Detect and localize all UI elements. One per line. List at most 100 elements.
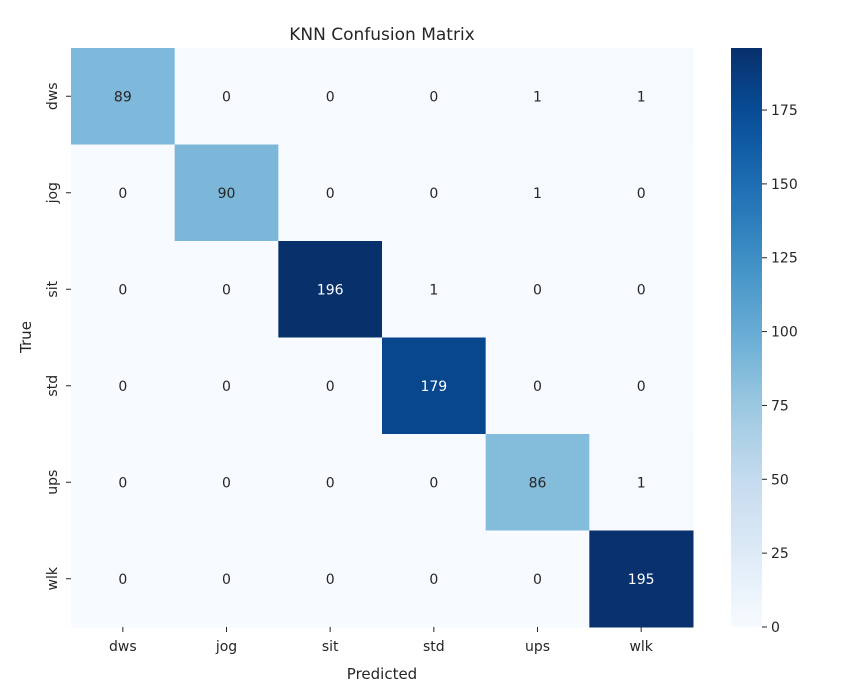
x-tick-label: std xyxy=(423,639,445,655)
heatmap-cell xyxy=(278,241,383,338)
cell-value-label: 0 xyxy=(533,379,542,395)
x-tick-label: ups xyxy=(525,639,550,655)
heatmap-cell xyxy=(382,144,487,242)
chart-title: KNN Confusion Matrix xyxy=(289,25,474,45)
cell-value-label: 0 xyxy=(637,379,646,395)
colorbar xyxy=(731,48,762,627)
heatmap-cell xyxy=(485,48,590,145)
heatmap-cell xyxy=(71,241,176,338)
heatmap-cell xyxy=(589,434,694,531)
heatmap-cell xyxy=(485,241,590,338)
heatmap-cell xyxy=(382,530,487,628)
heatmap-cell xyxy=(589,530,694,628)
cell-value-label: 0 xyxy=(637,186,646,202)
cell-value-label: 0 xyxy=(533,282,542,298)
cell-value-label: 0 xyxy=(118,186,127,202)
cell-value-label: 0 xyxy=(222,282,231,298)
cell-value-label: 0 xyxy=(326,186,335,202)
heatmap-cell xyxy=(174,530,279,628)
cell-value-label: 1 xyxy=(637,89,646,105)
cell-value-label: 196 xyxy=(317,282,344,298)
heatmap-cell xyxy=(278,434,383,531)
y-axis-label: True xyxy=(17,321,35,354)
cell-value-label: 0 xyxy=(429,475,438,491)
cell-value-label: 89 xyxy=(114,89,132,105)
cell-value-label: 0 xyxy=(222,379,231,395)
cell-value-label: 0 xyxy=(326,379,335,395)
heatmap-cell xyxy=(589,144,694,242)
x-axis-label: Predicted xyxy=(347,665,417,683)
colorbar-tick-label: 150 xyxy=(771,177,798,193)
colorbar-tick-label: 175 xyxy=(771,103,798,119)
y-tick-label: wlk xyxy=(45,566,61,590)
x-axis-ticks: dws jog sit std ups wlk xyxy=(109,627,654,655)
cell-value-label: 1 xyxy=(533,186,542,202)
colorbar-tick-label: 25 xyxy=(771,546,789,562)
heatmap-cell xyxy=(278,48,383,145)
colorbar-tick-label: 0 xyxy=(771,620,780,636)
cell-value-label: 86 xyxy=(529,475,547,491)
cell-value-label: 0 xyxy=(222,475,231,491)
cell-value-label: 0 xyxy=(429,186,438,202)
cell-value-label: 195 xyxy=(628,572,655,588)
y-tick-label: dws xyxy=(45,82,61,110)
cell-value-label: 0 xyxy=(118,282,127,298)
heatmap-cell xyxy=(589,48,694,145)
y-tick-label: jog xyxy=(45,182,61,204)
y-tick-label: sit xyxy=(45,280,61,297)
cell-value-label: 179 xyxy=(420,379,447,395)
colorbar-tick-label: 125 xyxy=(771,251,798,267)
heatmap-cell xyxy=(174,144,279,242)
cell-value-label: 0 xyxy=(429,89,438,105)
heatmap-cell xyxy=(485,144,590,242)
heatmap-cell xyxy=(278,530,383,628)
cell-value-label: 0 xyxy=(637,282,646,298)
cell-value-label: 0 xyxy=(429,572,438,588)
x-tick-label: wlk xyxy=(629,639,653,655)
colorbar-ticks: 0 25 50 75 100 125 150 175 xyxy=(762,103,798,636)
heatmap-cell xyxy=(382,48,487,145)
heatmap-cell xyxy=(71,144,176,242)
cell-value-label: 0 xyxy=(118,379,127,395)
heatmap-cell xyxy=(485,434,590,531)
heatmap-cell xyxy=(71,530,176,628)
cell-value-label: 0 xyxy=(533,572,542,588)
cell-value-label: 0 xyxy=(326,89,335,105)
x-tick-label: jog xyxy=(215,639,237,655)
heatmap-cell xyxy=(174,48,279,145)
cell-value-label: 1 xyxy=(429,282,438,298)
cell-value-label: 0 xyxy=(118,475,127,491)
heatmap-cell xyxy=(71,434,176,531)
cell-value-label: 0 xyxy=(326,572,335,588)
cell-value-label: 0 xyxy=(222,572,231,588)
heatmap-cell xyxy=(485,337,590,435)
x-tick-label: sit xyxy=(322,639,339,655)
heatmap-cell xyxy=(589,241,694,338)
cell-value-label: 1 xyxy=(637,475,646,491)
heatmap-cell xyxy=(485,530,590,628)
cell-value-label: 1 xyxy=(533,89,542,105)
y-tick-label: std xyxy=(45,375,61,397)
heatmap-cell xyxy=(174,241,279,338)
cell-value-label: 0 xyxy=(326,475,335,491)
x-tick-label: dws xyxy=(109,639,137,655)
colorbar-tick-label: 50 xyxy=(771,472,789,488)
heatmap-cell xyxy=(174,434,279,531)
colorbar-tick-label: 100 xyxy=(771,325,798,341)
heatmap-cell xyxy=(174,337,279,435)
cell-value-label: 90 xyxy=(218,186,236,202)
heatmap-cell xyxy=(589,337,694,435)
heatmap-cell xyxy=(382,434,487,531)
heatmap-cell xyxy=(382,241,487,338)
y-tick-label: ups xyxy=(45,470,61,495)
cell-value-label: 0 xyxy=(222,89,231,105)
heatmap-cell xyxy=(71,337,176,435)
colorbar-tick-label: 75 xyxy=(771,398,789,414)
heatmap-cells xyxy=(71,48,694,628)
heatmap-cell xyxy=(278,144,383,242)
cell-annotations: 89 0 0 0 1 1 0 90 0 0 1 0 0 0 196 1 0 0 0 0 0 179 0 0 0 0 0 0 86 1 0 0 0… xyxy=(114,89,655,588)
heatmap-cell xyxy=(382,337,487,435)
cell-value-label: 0 xyxy=(118,572,127,588)
y-axis-ticks: dws jog sit std ups wlk xyxy=(45,82,71,590)
